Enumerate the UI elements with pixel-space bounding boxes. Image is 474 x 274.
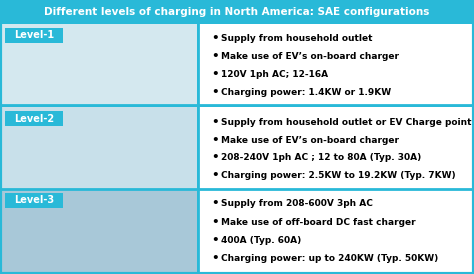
- Text: 208-240V 1ph AC ; 12 to 80A (Typ. 30A): 208-240V 1ph AC ; 12 to 80A (Typ. 30A): [221, 153, 421, 162]
- Text: Make use of EV’s on-board charger: Make use of EV’s on-board charger: [221, 136, 399, 145]
- Bar: [199, 24, 472, 105]
- Text: Supply from household outlet or EV Charge point: Supply from household outlet or EV Charg…: [221, 118, 472, 127]
- Text: •: •: [211, 134, 219, 147]
- Bar: [2, 24, 197, 105]
- Text: Charging power: up to 240KW (Typ. 50KW): Charging power: up to 240KW (Typ. 50KW): [221, 254, 438, 263]
- Bar: [5, 193, 63, 208]
- Text: •: •: [211, 169, 219, 182]
- Bar: [2, 107, 197, 189]
- Text: Level-2: Level-2: [14, 114, 54, 124]
- Text: Level-3: Level-3: [14, 195, 54, 205]
- Text: Charging power: 2.5KW to 19.2KW (Typ. 7KW): Charging power: 2.5KW to 19.2KW (Typ. 7K…: [221, 171, 456, 180]
- Bar: [2, 189, 197, 272]
- Bar: [199, 189, 472, 272]
- Text: Make use of EV’s on-board charger: Make use of EV’s on-board charger: [221, 52, 399, 61]
- Bar: [5, 111, 63, 126]
- Bar: [5, 28, 63, 43]
- Text: Different levels of charging in North America: SAE configurations: Different levels of charging in North Am…: [44, 7, 430, 17]
- Text: •: •: [211, 197, 219, 210]
- Text: •: •: [211, 32, 219, 45]
- Text: Make use of off-board DC fast charger: Make use of off-board DC fast charger: [221, 218, 416, 227]
- Text: 400A (Typ. 60A): 400A (Typ. 60A): [221, 236, 301, 245]
- Text: 120V 1ph AC; 12-16A: 120V 1ph AC; 12-16A: [221, 70, 328, 79]
- Text: •: •: [211, 252, 219, 265]
- Text: •: •: [211, 216, 219, 229]
- Text: •: •: [211, 116, 219, 129]
- Text: Supply from 208-600V 3ph AC: Supply from 208-600V 3ph AC: [221, 199, 373, 208]
- Text: Level-1: Level-1: [14, 30, 54, 41]
- Bar: [2, 2, 472, 22]
- Text: •: •: [211, 68, 219, 81]
- Text: •: •: [211, 86, 219, 99]
- Text: Charging power: 1.4KW or 1.9KW: Charging power: 1.4KW or 1.9KW: [221, 88, 391, 97]
- Text: •: •: [211, 152, 219, 164]
- Text: Supply from household outlet: Supply from household outlet: [221, 35, 373, 43]
- Text: •: •: [211, 50, 219, 63]
- Bar: [199, 107, 472, 189]
- Text: •: •: [211, 234, 219, 247]
